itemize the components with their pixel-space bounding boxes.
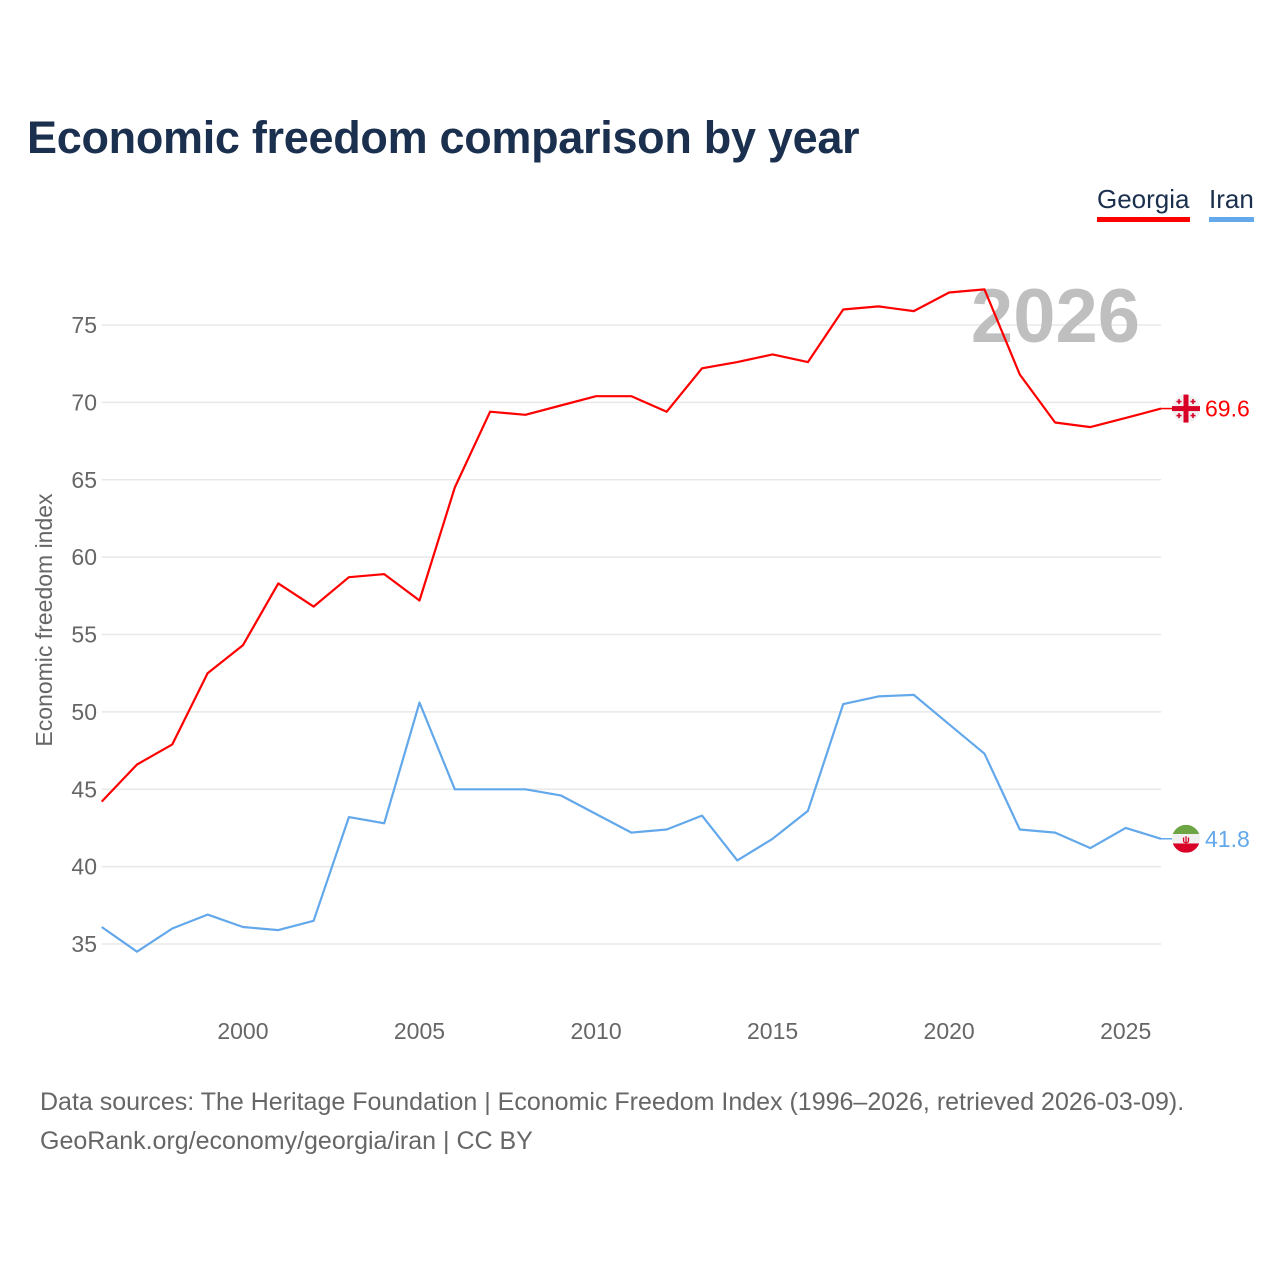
y-tick-label: 75: [71, 312, 97, 338]
legend-iran[interactable]: Iran: [1209, 184, 1254, 222]
series-line-iran: [101, 693, 1162, 953]
year-watermark: 2026: [971, 274, 1140, 359]
chart-title: Economic freedom comparison by year: [27, 112, 860, 163]
y-tick-label: 45: [71, 776, 97, 802]
footer-attribution: GeoRank.org/economy/georgia/iran | CC BY: [40, 1127, 533, 1155]
iran-flag-icon: ψ: [1172, 824, 1200, 853]
series-line-georgia: [100, 288, 1162, 803]
x-tick-label: 2005: [394, 1018, 445, 1044]
svg-text:ψ: ψ: [1182, 835, 1190, 846]
y-tick-label: 50: [71, 699, 97, 725]
y-tick-label: 65: [71, 467, 97, 493]
end-value-label: 69.6: [1205, 396, 1250, 422]
y-tick-label: 55: [71, 622, 97, 648]
x-tick-label: 2020: [924, 1018, 975, 1044]
y-tick-label: 60: [71, 544, 97, 570]
georgia-flag-icon: [1172, 394, 1200, 423]
x-tick-label: 2000: [217, 1018, 268, 1044]
x-tick-label: 2015: [747, 1018, 798, 1044]
y-tick-label: 40: [71, 854, 97, 880]
x-tick-label: 2010: [570, 1018, 621, 1044]
x-tick-label: 2025: [1100, 1018, 1151, 1044]
legend-georgia[interactable]: Georgia: [1097, 184, 1190, 222]
y-axis-label: Economic freedom index: [31, 493, 57, 747]
y-tick-label: 70: [71, 389, 97, 415]
y-tick-label: 35: [71, 931, 97, 957]
footer-sources: Data sources: The Heritage Foundation | …: [40, 1088, 1185, 1116]
end-value-label: 41.8: [1205, 826, 1250, 852]
